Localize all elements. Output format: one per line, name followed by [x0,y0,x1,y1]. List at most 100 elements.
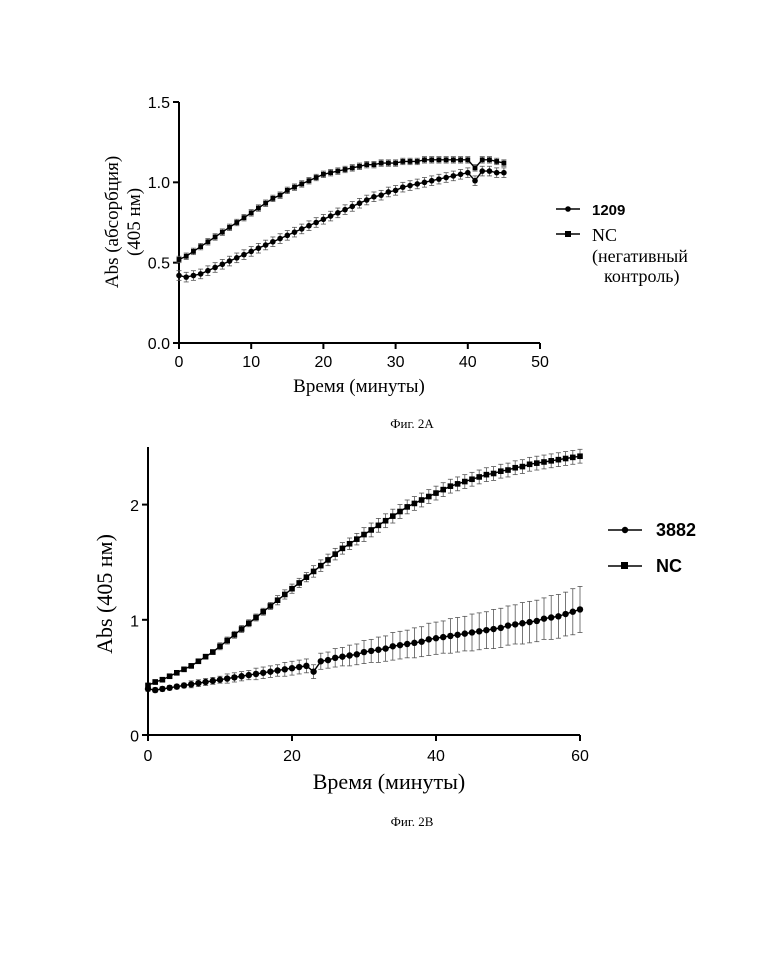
chart-2a: 010203040500.00.51.01.5 Abs (абсорбция) … [102,95,688,431]
chart-2a-caption: Фиг. 2A [390,416,434,431]
data-point-3882 [519,620,525,626]
data-point-3882 [368,648,374,654]
data-point-nc [210,649,216,655]
data-point-1209 [191,273,197,279]
data-point-nc [217,643,223,649]
data-point-nc [304,574,310,580]
data-point-3882 [310,668,316,674]
data-point-nc [426,494,432,500]
data-point-3882 [274,667,280,673]
data-point-3882 [296,664,302,670]
data-point-nc [205,239,210,244]
data-point-3882 [570,609,576,615]
data-point-3882 [253,671,259,677]
data-point-3882 [562,611,568,617]
data-point-3882 [548,614,554,620]
data-point-3882 [483,627,489,633]
data-point-nc [444,157,449,162]
data-point-nc [350,165,355,170]
data-point-nc [181,667,187,673]
data-point-3882 [152,687,158,693]
data-point-3882 [346,652,352,658]
x-tick-label: 50 [531,354,549,371]
data-point-1209 [472,178,478,184]
data-point-1209 [422,180,428,186]
chart-2a-x-label: Время (минуты) [293,376,425,397]
data-point-1209 [393,188,399,194]
data-point-3882 [325,657,331,663]
data-point-1209 [349,204,355,210]
data-point-nc [191,249,196,254]
data-point-3882 [418,638,424,644]
data-point-nc [491,471,497,477]
data-point-3882 [555,613,561,619]
data-point-nc [397,509,403,515]
data-point-3882 [318,658,324,664]
data-point-3882 [397,642,403,648]
data-point-nc [502,161,507,166]
data-point-nc [480,157,485,162]
legend-nc-label-3: контроль) [604,266,680,287]
data-point-nc [340,546,346,552]
data-point-nc [328,170,333,175]
data-point-nc [318,563,324,569]
x-tick-label: 10 [242,354,260,371]
data-point-nc [386,161,391,166]
data-point-1209 [357,200,363,206]
data-point-nc [196,658,202,664]
data-point-1209 [494,170,500,176]
data-point-3882 [433,635,439,641]
data-point-3882 [260,670,266,676]
data-point-nc [285,188,290,193]
data-point-3882 [332,655,338,661]
data-point-1209 [487,168,493,174]
data-point-3882 [469,629,475,635]
data-point-nc [415,159,420,164]
y-tick-label: 0.0 [148,336,170,353]
data-point-3882 [382,645,388,651]
data-point-1209 [299,226,305,232]
data-point-3882 [354,651,360,657]
y-tick-label: 1.5 [148,95,170,112]
data-point-nc [419,497,425,503]
data-point-1209 [371,194,377,200]
legend-nc-b-label: NC [656,556,682,576]
y-tick-label: 1.0 [148,175,170,192]
data-point-3882 [231,674,237,680]
data-point-nc [429,157,434,162]
data-point-1209 [256,245,262,251]
data-point-1209 [335,210,341,216]
data-point-3882 [303,663,309,669]
data-point-nc [224,638,230,644]
data-point-nc [307,178,312,183]
legend-nc-marker [565,231,571,237]
data-point-nc [376,523,382,529]
data-point-3882 [505,622,511,628]
data-point-1209 [205,268,211,274]
data-point-1209 [263,242,269,248]
data-point-nc [541,459,547,465]
data-point-3882 [411,640,417,646]
legend-3882-marker [622,527,628,533]
data-point-1209 [176,273,182,279]
data-point-nc [476,474,482,480]
data-point-3882 [462,630,468,636]
data-point-nc [145,683,151,689]
data-point-3882 [174,683,180,689]
data-point-nc [188,663,194,669]
data-point-nc [249,210,254,215]
data-point-1209 [212,265,218,271]
data-point-nc [335,169,340,174]
data-point-1209 [436,176,442,182]
data-point-3882 [512,621,518,627]
data-point-1209 [270,239,276,245]
data-point-3882 [282,666,288,672]
legend-nc-label: NC [592,225,617,245]
x-tick-label: 30 [387,354,405,371]
data-point-3882 [188,681,194,687]
data-point-nc [160,677,166,683]
data-point-nc [520,464,526,470]
data-point-1209 [220,261,226,267]
data-point-nc [239,626,245,632]
data-point-nc [177,257,182,262]
